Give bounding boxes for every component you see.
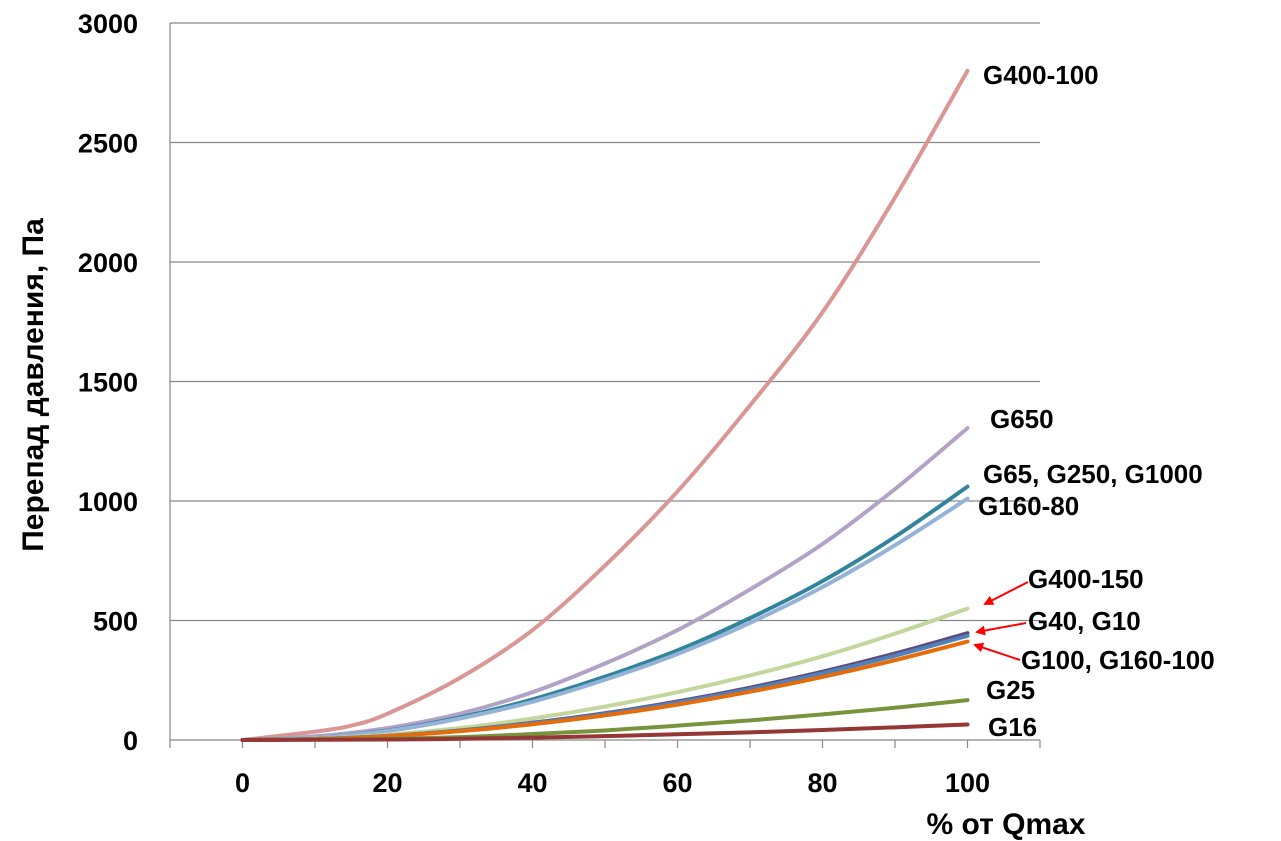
series-line [240, 426, 970, 742]
x-tick-label: 40 [517, 768, 547, 798]
series-line [240, 68, 970, 742]
x-tick-label: 60 [662, 768, 692, 798]
series-annotation-label: G16 [988, 712, 1037, 742]
series-annotation-label: G160-80 [978, 491, 1079, 521]
annotation-arrow [975, 622, 1027, 636]
x-tick-label: 20 [372, 768, 402, 798]
series-line [240, 722, 970, 742]
annotation-arrows [973, 581, 1029, 661]
y-tick-label: 3000 [78, 9, 138, 39]
x-tick-labels: 0 20 40 60 80 100 [235, 768, 990, 798]
annotation-arrow [973, 642, 1021, 661]
y-tick-label: 0 [123, 726, 138, 756]
annotation-arrow [983, 581, 1029, 605]
x-axis-title: % от Qmax [927, 808, 1086, 841]
series-line [240, 496, 970, 742]
x-tick-label: 80 [807, 768, 837, 798]
series-annotation-label: G400-100 [983, 60, 1099, 90]
series-annotation-label: G100, G160-100 [1021, 645, 1215, 675]
series-annotation-label: G40, G10 [1028, 606, 1141, 636]
y-tick-label: 500 [93, 607, 138, 637]
grid-lines [170, 22, 1040, 622]
x-tick-label: 0 [235, 768, 250, 798]
series-annotation-label: G400-150 [1028, 564, 1144, 594]
y-tick-label: 1000 [78, 487, 138, 517]
y-tick-label: 1500 [78, 368, 138, 398]
x-tick-label: 100 [945, 768, 990, 798]
series-line [240, 484, 970, 742]
y-axis-title: Перепад давления, Па [17, 218, 50, 552]
y-tick-labels: 0 500 1000 1500 2000 2500 3000 [78, 9, 138, 756]
series-annotation-label: G25 [986, 675, 1035, 705]
y-tick-label: 2500 [78, 129, 138, 159]
axes [169, 23, 1041, 748]
series-annotation-label: G65, G250, G1000 [983, 459, 1203, 489]
y-tick-label: 2000 [78, 248, 138, 278]
series-line [240, 606, 970, 742]
series-lines [240, 68, 970, 742]
series-annotation-label: G650 [990, 404, 1054, 434]
